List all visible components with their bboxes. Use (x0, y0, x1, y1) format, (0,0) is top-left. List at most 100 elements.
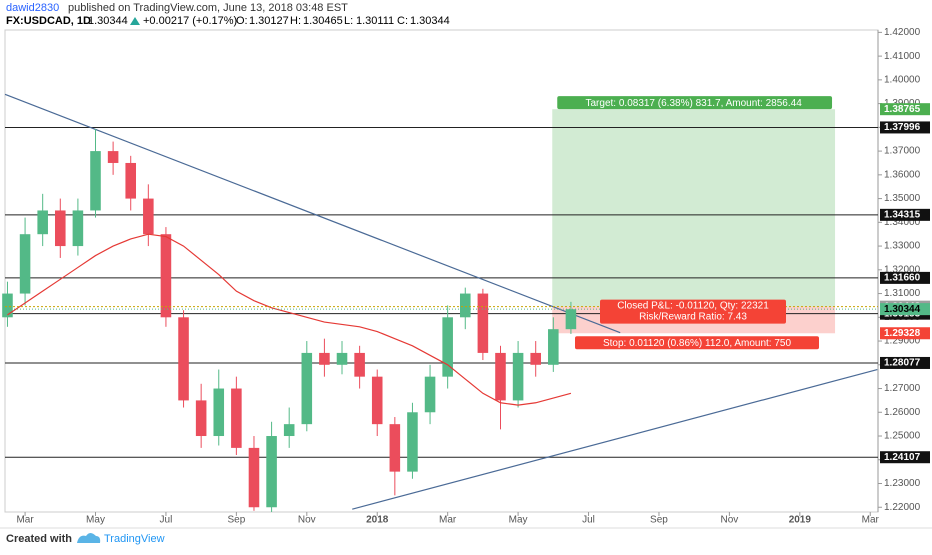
candle-body (107, 151, 119, 163)
y-tick-label: 1.22000 (884, 502, 921, 513)
level-label: 1.28077 (884, 358, 921, 369)
candle-body (178, 317, 189, 401)
level-tag (880, 271, 930, 284)
stop-box (575, 336, 819, 350)
target-text: Target: 0.08317 (6.38%) 831.7, Amount: 2… (586, 98, 803, 109)
y-tick-label: 1.31000 (884, 288, 921, 299)
x-tick-label: Mar (16, 515, 34, 526)
x-tick-label: 2019 (789, 515, 812, 526)
stop-label: 1.29328 (884, 328, 921, 339)
candle-body (195, 400, 207, 437)
pnl-box (600, 299, 786, 324)
y-tick-label: 1.26000 (884, 407, 921, 418)
candle-body (301, 352, 313, 425)
candle-body (248, 447, 260, 508)
published: published on TradingView.com, June 13, 2… (68, 2, 348, 14)
l-label: L: (344, 15, 353, 27)
y-tick-label: 1.40000 (884, 75, 921, 86)
candle-body (266, 436, 277, 508)
x-tick-label: 2018 (366, 515, 389, 526)
o-label: O: (236, 15, 248, 27)
candle-body (459, 293, 471, 318)
y-tick-label: 1.35000 (884, 193, 921, 204)
change: +0.00217 (+0.17%) (143, 15, 237, 27)
y-tick-label: 1.29000 (884, 336, 921, 347)
level-label: 1.31660 (884, 273, 921, 284)
y-tick-label: 1.32000 (884, 264, 921, 275)
pnl-text: Closed P&L: -0.01120, Qty: 22321 (617, 300, 769, 311)
candle-body (125, 162, 137, 199)
x-tick-label: Sep (650, 515, 668, 526)
candle-body (548, 329, 559, 365)
candle-body (442, 317, 453, 377)
candle-body (231, 388, 242, 448)
candle-body (72, 210, 84, 247)
candle-body (2, 293, 13, 318)
author[interactable]: dawid2830 (6, 2, 59, 14)
y-tick-label: 1.37000 (884, 146, 921, 157)
candle-body (319, 352, 330, 365)
y-tick-label: 1.33000 (884, 241, 921, 252)
level-label: 1.24107 (884, 452, 921, 463)
target-zone (552, 109, 836, 307)
x-tick-label: Mar (439, 515, 457, 526)
y-tick-label: 1.23000 (884, 478, 921, 489)
candle-body (37, 210, 48, 235)
h: 1.30465 (303, 15, 343, 27)
candle-body (90, 151, 101, 211)
footer-brand[interactable]: TradingView (104, 533, 165, 545)
level-tag (880, 208, 930, 221)
candle-body (565, 309, 577, 330)
candle-body (371, 376, 383, 425)
target-tag (880, 103, 930, 116)
y-tick-label: 1.34000 (884, 217, 921, 228)
stop-text: Stop: 0.01120 (0.86%) 112.0, Amount: 750 (603, 338, 792, 349)
x-tick-label: Mar (862, 515, 880, 526)
candle-body (143, 198, 154, 235)
candle-body (283, 424, 295, 437)
y-tick-label: 1.41000 (884, 51, 921, 62)
candle-body (495, 352, 506, 401)
x-tick-label: Nov (298, 515, 316, 526)
up-arrow (130, 17, 140, 25)
y-tick-label: 1.42000 (884, 27, 921, 38)
level-label: 1.34315 (884, 209, 921, 220)
logo (77, 533, 101, 543)
c: 1.30344 (410, 15, 450, 27)
stop-tag (880, 327, 930, 340)
rr-text: Risk/Reward Ratio: 7.43 (639, 311, 747, 322)
candle-body (160, 234, 172, 318)
o: 1.30127 (249, 15, 289, 27)
l: 1.30111 (356, 15, 394, 27)
last-price-tag (880, 303, 930, 316)
candle-body (55, 210, 66, 247)
candle-body (424, 376, 436, 413)
candle-body (407, 412, 418, 472)
level-label: 1.37996 (884, 122, 921, 133)
candle-body (530, 352, 541, 365)
level-tag (880, 451, 930, 464)
x-tick-label: Sep (227, 515, 245, 526)
c-label: C: (397, 15, 408, 27)
footer-created: Created with (6, 533, 72, 545)
last: 1.30344 (88, 15, 128, 27)
y-tick-label: 1.25000 (884, 431, 921, 442)
x-tick-label: Jul (582, 515, 595, 526)
x-tick-label: Nov (720, 515, 738, 526)
trendline (4, 93, 621, 334)
candle-body (477, 293, 489, 353)
target-label: 1.38765 (884, 104, 921, 115)
candle-body (213, 388, 225, 437)
h-label: H: (290, 15, 301, 27)
candle-body (336, 352, 348, 365)
candle-body (512, 352, 524, 401)
moving-average (7, 233, 572, 406)
x-tick-label: May (86, 515, 105, 526)
trendline (352, 368, 878, 510)
x-tick-label: Jul (160, 515, 173, 526)
level-tag (880, 356, 930, 369)
last-price-label: 1.30344 (884, 304, 921, 315)
target-box (557, 96, 833, 110)
candle-body (19, 234, 31, 294)
